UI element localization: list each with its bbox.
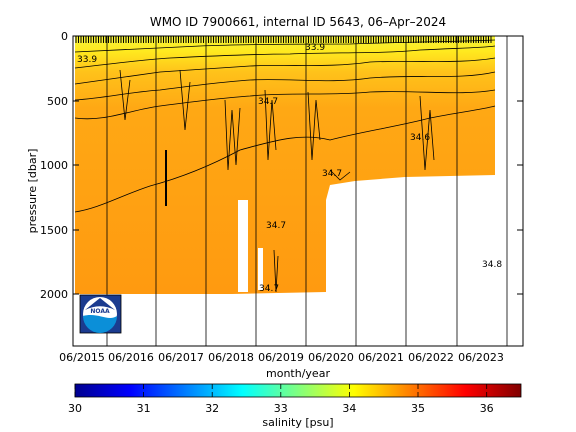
x-tick-label: 06/2021 <box>358 351 404 364</box>
colorbar-label: salinity [psu] <box>262 416 333 429</box>
chart-title: WMO ID 7900661, internal ID 5643, 06–Apr… <box>150 15 446 29</box>
colorbar-tick-label: 35 <box>411 402 425 415</box>
colorbar-ticks <box>74 384 488 397</box>
y-tick-label: 2000 <box>40 288 68 301</box>
colorbar-tick-label: 31 <box>137 402 151 415</box>
colorbar <box>74 383 522 398</box>
contour-label: 34.7 <box>259 284 279 294</box>
x-axis-label: month/year <box>266 367 330 380</box>
colorbar-tick-label: 33 <box>274 402 288 415</box>
colorbar-tick-label: 34 <box>342 402 356 415</box>
y-axis: 0 500 1000 1500 2000 <box>40 30 523 301</box>
plot-frame <box>72 35 524 347</box>
year-gridlines <box>106 36 508 346</box>
salinity-field <box>75 36 495 294</box>
x-tick-label: 06/2018 <box>208 351 254 364</box>
x-tick-label: 06/2017 <box>158 351 204 364</box>
x-tick-label: 06/2022 <box>408 351 454 364</box>
data-gap <box>238 200 248 292</box>
x-tick-label: 06/2019 <box>258 351 304 364</box>
contour-label: 33.9 <box>77 55 97 65</box>
y-tick-label: 1500 <box>40 224 68 237</box>
contour-lines <box>74 39 496 293</box>
colorbar-tick-label: 32 <box>205 402 219 415</box>
x-tick-label: 06/2015 <box>59 351 105 364</box>
plot-field: 33.9 33.9 34.7 34.6 34.7 34.7 34.7 34.8 <box>74 36 502 294</box>
profile-ticks <box>75 36 492 43</box>
contour-label: 34.8 <box>482 260 502 270</box>
logo-text: NOAA <box>90 308 110 315</box>
y-tick-label: 1000 <box>40 159 68 172</box>
x-axis: 06/2015 06/2016 06/2017 06/2018 06/2019 … <box>59 351 504 364</box>
contour-label-group: 33.9 33.9 34.7 34.6 34.7 34.7 34.7 34.8 <box>77 43 502 294</box>
colorbar-tick-label: 30 <box>68 402 82 415</box>
y-tick-label: 500 <box>47 95 68 108</box>
contour-label: 33.9 <box>305 43 325 53</box>
x-tick-label: 06/2023 <box>458 351 504 364</box>
colorbar-tick-label: 36 <box>480 402 494 415</box>
colorbar-labels: 30 31 32 33 34 35 36 <box>68 402 494 415</box>
data-gap <box>258 248 263 290</box>
y-tick-label: 0 <box>61 30 68 43</box>
contour-label: 34.7 <box>258 97 278 107</box>
contour-label: 34.6 <box>410 133 430 143</box>
contour-label: 34.7 <box>266 221 286 231</box>
x-tick-label: 06/2020 <box>308 351 354 364</box>
x-tick-label: 06/2016 <box>108 351 154 364</box>
y-axis-label: pressure [dbar] <box>26 149 39 234</box>
contour-label: 34.7 <box>322 169 342 179</box>
noaa-logo: NOAA <box>79 294 122 334</box>
